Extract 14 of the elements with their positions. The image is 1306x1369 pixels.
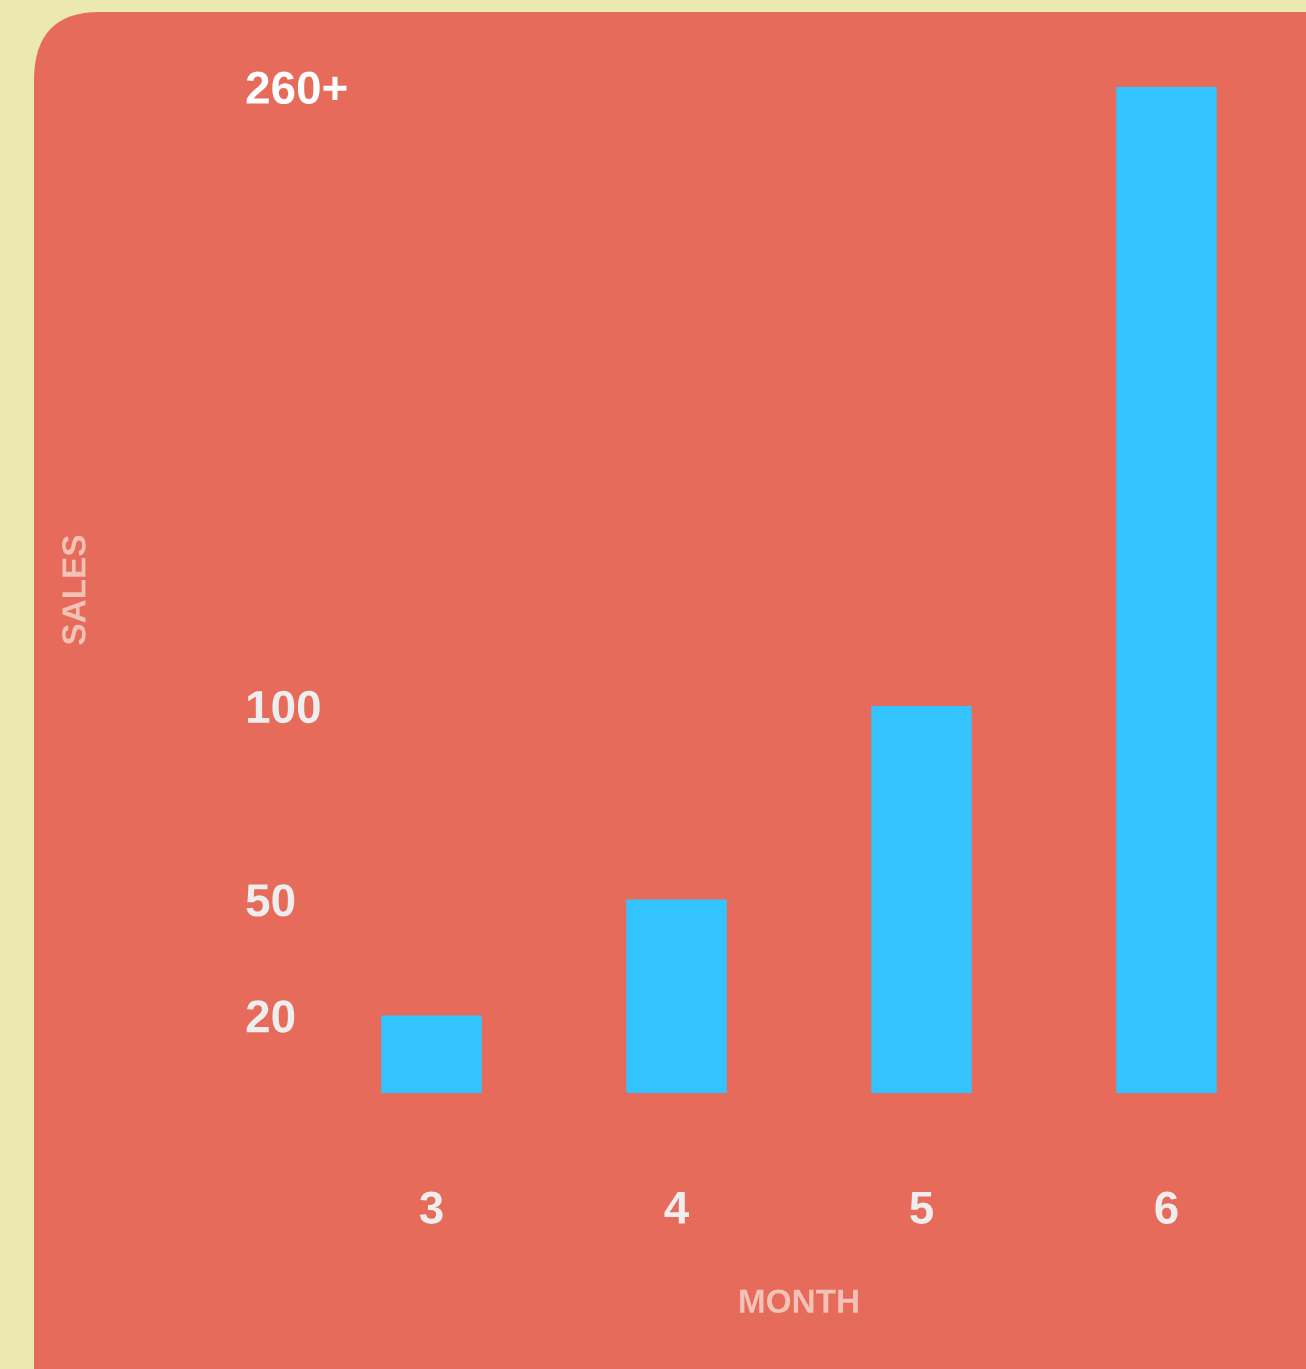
x-tick-label: 6 [1155, 1191, 1178, 1224]
x-tick-label: 4 [664, 1191, 689, 1224]
bar [626, 899, 727, 1093]
x-tick-label: 5 [910, 1191, 933, 1224]
y-axis-title: SALES [62, 535, 86, 645]
y-tick-label: 100 [248, 690, 320, 724]
y-tick-label: 260+ [246, 71, 347, 105]
bar [381, 1015, 482, 1093]
x-axis-title: MONTH [740, 1289, 858, 1313]
y-tick-label: 20 [246, 1000, 295, 1033]
bar [871, 706, 972, 1093]
x-tick-label: 3 [419, 1191, 443, 1224]
bar [1116, 87, 1217, 1093]
y-tick-label: 50 [246, 884, 295, 917]
